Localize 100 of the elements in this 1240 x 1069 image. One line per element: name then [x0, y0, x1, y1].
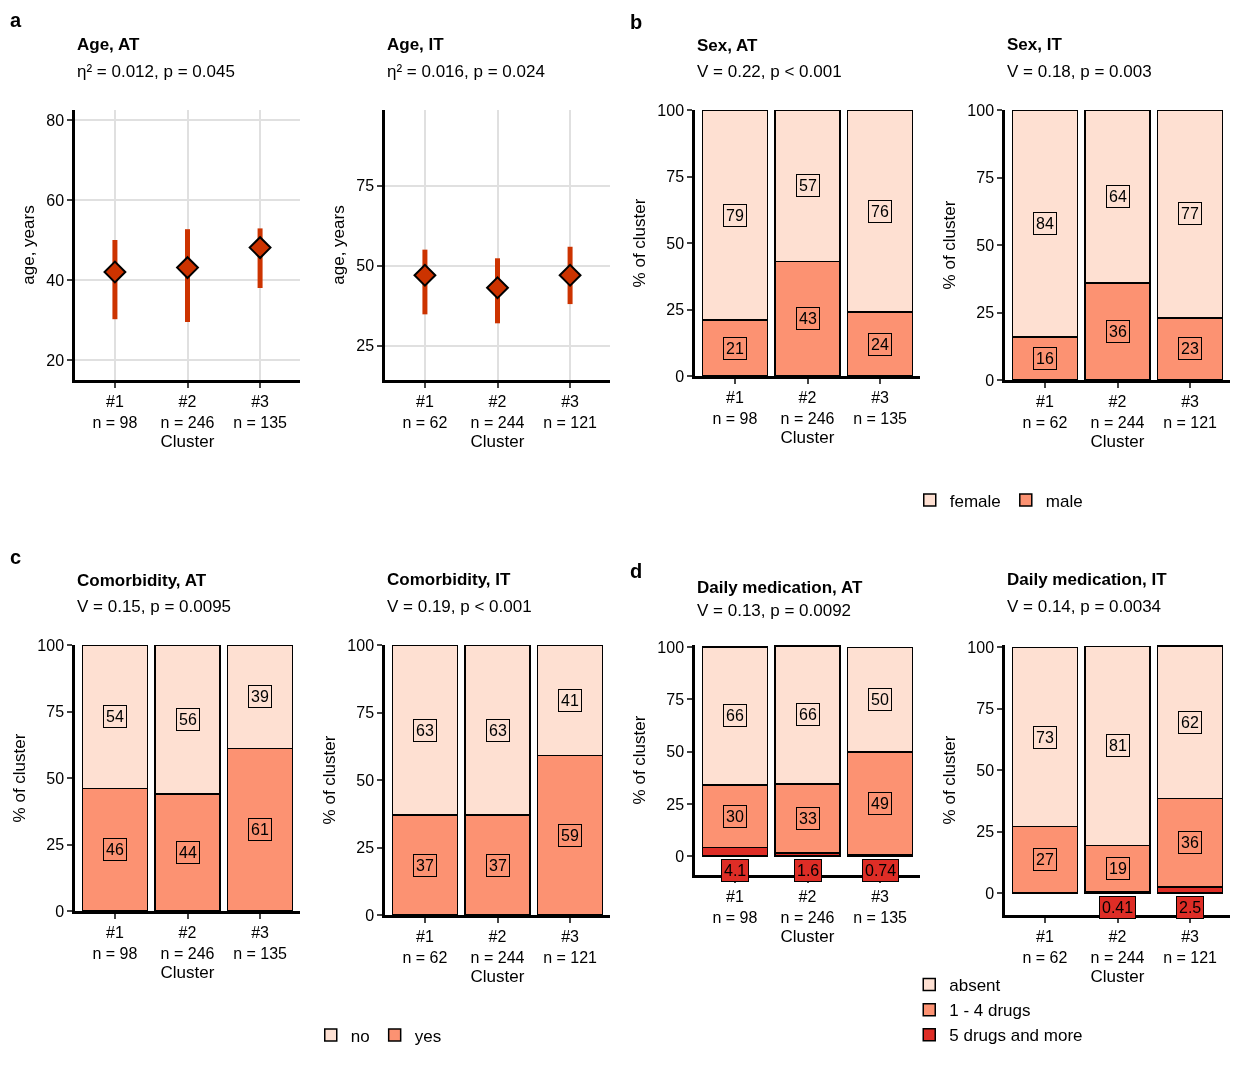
y-tick-label: 75	[976, 700, 995, 718]
x-tick-label: #1 n = 62	[1022, 927, 1068, 966]
legend-label: yes	[414, 1026, 442, 1046]
y-tick-label: 75	[356, 704, 375, 722]
data-label: 41	[561, 692, 579, 709]
y-tick-label: 100	[967, 639, 995, 657]
y-axis-title: % of cluster	[939, 200, 959, 290]
x-tick-label: #3 n = 135	[853, 887, 908, 926]
data-label: 76	[871, 203, 889, 220]
data-label: 66	[799, 706, 817, 723]
x-axis-title: Cluster	[160, 432, 215, 452]
y-tick-label: 20	[46, 351, 65, 369]
y-axis-title: % of cluster	[629, 198, 649, 288]
data-label: 23	[1181, 340, 1199, 357]
legend-label: 1 - 4 drugs	[949, 1001, 1031, 1021]
data-label: 63	[416, 722, 434, 739]
x-axis-title: Cluster	[470, 432, 525, 452]
data-label: 50	[871, 691, 889, 708]
text: a	[10, 9, 22, 31]
data-label: 54	[106, 708, 124, 725]
chart-title: Age, AT	[77, 35, 140, 54]
chart-title: Comorbidity, IT	[387, 570, 512, 589]
y-tick-label: 75	[356, 177, 375, 195]
y-axis-title: % of cluster	[319, 735, 339, 825]
x-tick-label: #1 n = 98	[712, 388, 758, 427]
data-label: 36	[1181, 834, 1199, 851]
x-tick-label: #3 n = 135	[233, 392, 288, 431]
chart-subtitle: V = 0.13, p = 0.0092	[697, 601, 852, 620]
y-tick-label: 50	[356, 771, 375, 789]
y-tick-label: 60	[46, 191, 65, 209]
y-tick-label: 100	[657, 101, 685, 119]
x-axis-title: Cluster	[780, 927, 835, 947]
data-label: 21	[726, 340, 744, 357]
y-tick-label: 50	[356, 257, 375, 275]
chart-subtitle: V = 0.18, p = 0.003	[1007, 62, 1152, 81]
y-tick-label: 80	[46, 111, 65, 129]
y-axis-title: age, years	[328, 205, 348, 285]
y-tick-label: 0	[365, 906, 375, 924]
chart-title: Sex, IT	[1007, 35, 1063, 54]
x-tick-label: #3 n = 121	[1163, 927, 1218, 966]
y-tick-label: 0	[675, 847, 685, 865]
data-label: 24	[871, 336, 889, 353]
y-tick-label: 0	[55, 902, 65, 920]
text: d	[630, 560, 643, 582]
x-axis-title: Cluster	[1090, 432, 1145, 452]
y-tick-label: 25	[356, 337, 375, 355]
y-tick-label: 25	[666, 301, 685, 319]
y-tick-label: 75	[46, 703, 65, 721]
chart-title: Sex, AT	[697, 36, 759, 55]
x-tick-label: #1 n = 62	[1022, 392, 1068, 431]
x-tick-label: #2 n = 246	[780, 887, 835, 926]
data-label: 43	[799, 310, 817, 327]
chart-title: Age, IT	[387, 35, 445, 54]
data-label: 37	[416, 857, 434, 874]
y-tick-label: 25	[666, 795, 685, 813]
text: b	[630, 11, 643, 33]
y-tick-label: 50	[976, 761, 995, 779]
y-tick-label: 25	[976, 823, 995, 841]
chart-title: Daily medication, IT	[1007, 570, 1168, 589]
x-tick-label: #1 n = 98	[92, 923, 138, 962]
data-label: 1.6	[797, 862, 820, 879]
y-tick-label: 75	[666, 168, 685, 186]
x-tick-label: #1 n = 62	[402, 927, 448, 966]
x-tick-label: #1 n = 62	[402, 392, 448, 431]
data-label: 84	[1036, 215, 1054, 232]
legend-label: no	[350, 1026, 370, 1046]
x-tick-label: #2 n = 244	[470, 392, 525, 431]
x-tick-label: #3 n = 135	[233, 923, 288, 962]
legend-label: female	[949, 491, 1001, 511]
text: c	[10, 546, 22, 568]
x-tick-label: #2 n = 246	[160, 392, 215, 431]
x-tick-label: #2 n = 244	[1090, 392, 1145, 431]
data-label: 0.74	[865, 862, 897, 879]
y-tick-label: 25	[976, 304, 995, 322]
y-tick-label: 50	[666, 743, 685, 761]
y-tick-label: 0	[675, 367, 685, 385]
x-axis-title: Cluster	[470, 967, 525, 987]
y-tick-label: 100	[347, 636, 375, 654]
x-axis-title: Cluster	[1090, 967, 1145, 987]
data-label: 57	[799, 177, 817, 194]
y-tick-label: 50	[666, 234, 685, 252]
data-label: 27	[1036, 851, 1054, 868]
data-label: 19	[1109, 860, 1127, 877]
x-tick-label: #2 n = 246	[780, 388, 835, 427]
y-axis-title: % of cluster	[9, 733, 29, 823]
legend-label: absent	[949, 976, 1001, 996]
chart-title: Daily medication, AT	[697, 578, 863, 597]
x-tick-label: #2 n = 244	[470, 927, 525, 966]
y-tick-label: 0	[985, 371, 995, 389]
y-axis-title: % of cluster	[939, 735, 959, 825]
y-axis-title: % of cluster	[629, 715, 649, 805]
data-label: 81	[1109, 737, 1127, 754]
y-tick-label: 0	[985, 884, 995, 902]
x-tick-label: #3 n = 121	[1163, 392, 1218, 431]
chart-subtitle: V = 0.15, p = 0.0095	[77, 597, 232, 616]
data-label: 44	[179, 844, 197, 861]
y-tick-label: 50	[976, 236, 995, 254]
data-label: 77	[1181, 205, 1199, 222]
x-axis-title: Cluster	[160, 963, 215, 983]
data-label: 49	[871, 795, 889, 812]
